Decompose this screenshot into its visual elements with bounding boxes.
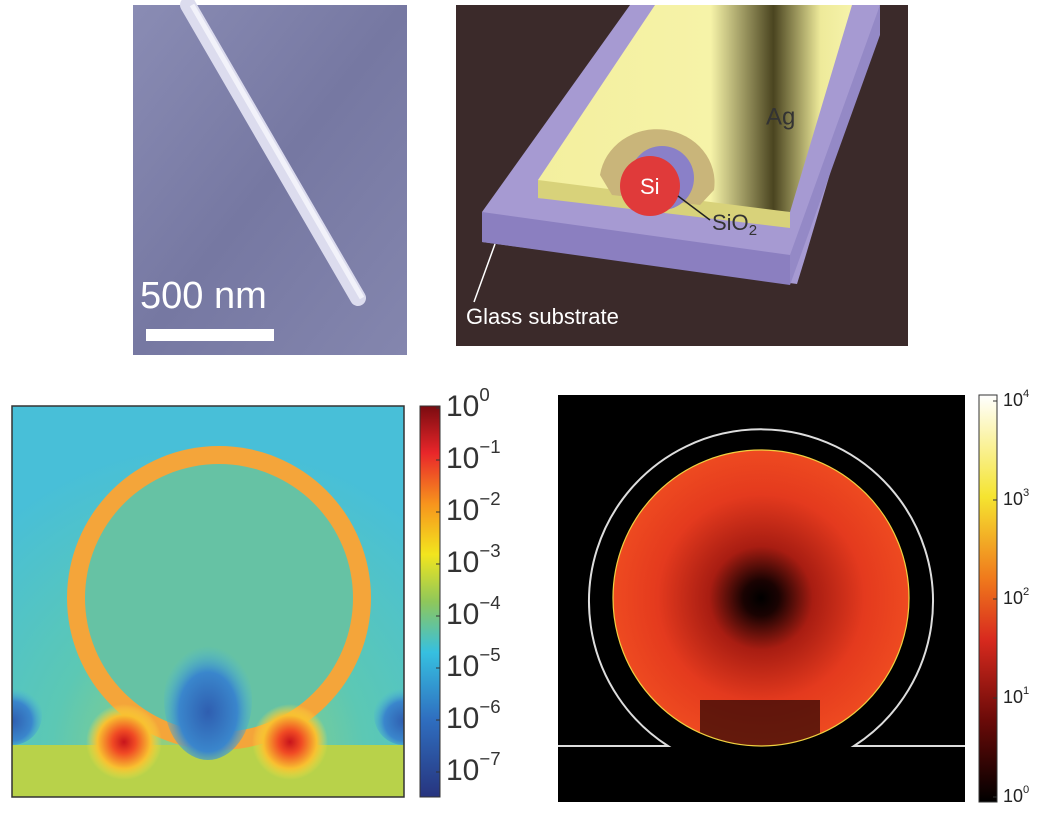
colorbar-tick-label: 101 — [1003, 685, 1029, 707]
colorbar-tick-label: 10−7 — [446, 748, 501, 787]
tick-base: 10 — [446, 546, 479, 579]
colorbar-tick-label: 100 — [446, 384, 490, 423]
tick-exponent: −6 — [479, 696, 500, 717]
tick-base: 10 — [1003, 489, 1023, 509]
sem-panel: 500 nm — [133, 0, 407, 355]
tick-exponent: −7 — [479, 748, 500, 769]
hotspot — [86, 704, 162, 780]
tick-exponent: −2 — [479, 488, 500, 509]
colorbar-tick-label: 10−5 — [446, 644, 501, 683]
oxide-label-text: SiO — [712, 210, 749, 235]
colorbar-tick-label: 10−6 — [446, 696, 501, 735]
silicon-core — [620, 156, 680, 216]
tick-exponent: 4 — [1023, 388, 1029, 400]
silicon-label: Si — [640, 174, 660, 199]
low-field-lobe — [164, 640, 252, 760]
colorbar-tick-label: 10−2 — [446, 488, 501, 527]
tick-exponent: −3 — [479, 540, 500, 561]
tick-exponent: 0 — [1023, 784, 1029, 796]
colorbar-tick-label: 102 — [1003, 586, 1029, 608]
tick-exponent: 3 — [1023, 487, 1029, 499]
scale-bar — [146, 329, 274, 341]
glass-pointer — [473, 243, 496, 303]
edge-lobe — [12, 685, 42, 745]
colorbar-tick-label: 10−4 — [446, 592, 501, 631]
colorbar-tick-label: 10−1 — [446, 436, 501, 475]
left-field-map — [12, 406, 404, 797]
glass-side — [790, 5, 880, 285]
tick-exponent: −5 — [479, 644, 500, 665]
dark-base — [700, 700, 820, 746]
glass-front — [482, 212, 790, 285]
map-frame — [11, 405, 405, 798]
tick-exponent: −4 — [479, 592, 500, 613]
oxide-label-sub: 2 — [749, 222, 757, 239]
edge-lobe — [374, 685, 404, 745]
disk-edge — [612, 449, 910, 747]
tick-base: 10 — [446, 598, 479, 631]
tick-base: 10 — [1003, 786, 1023, 806]
colorbar-tick-label: 10−3 — [446, 540, 501, 579]
tick-base: 10 — [446, 650, 479, 683]
tick-exponent: 0 — [479, 384, 489, 405]
tick-base: 10 — [1003, 687, 1023, 707]
tick-base: 10 — [446, 442, 479, 475]
glass-label: Glass substrate — [466, 304, 619, 329]
schematic-panel: Ag Si SiO2 Glass substrate — [456, 5, 908, 346]
nanowire-highlight — [189, 3, 365, 300]
colorbar-tick-label: 104 — [1003, 388, 1029, 410]
tick-base: 10 — [446, 390, 479, 423]
tick-exponent: 1 — [1023, 685, 1029, 697]
nanowire — [180, 0, 366, 306]
tick-base: 10 — [446, 754, 479, 787]
tick-exponent: 2 — [1023, 586, 1029, 598]
tick-base: 10 — [1003, 588, 1023, 608]
outline — [558, 428, 965, 747]
right-field-map — [558, 395, 965, 802]
disk — [613, 450, 909, 746]
core — [85, 464, 353, 732]
scale-label: 500 nm — [140, 275, 267, 317]
tick-base: 10 — [446, 494, 479, 527]
tick-base: 10 — [1003, 390, 1023, 410]
oxide-pointer — [677, 195, 711, 221]
tick-base: 10 — [446, 702, 479, 735]
tick-exponent: −1 — [479, 436, 500, 457]
oxide-label: SiO2 — [712, 210, 757, 239]
colorbar-tick-label: 103 — [1003, 487, 1029, 509]
colorbar-tick-label: 100 — [1003, 784, 1029, 806]
silver-label: Ag — [766, 103, 795, 130]
hotspot — [252, 704, 328, 780]
colorbar — [419, 405, 441, 798]
